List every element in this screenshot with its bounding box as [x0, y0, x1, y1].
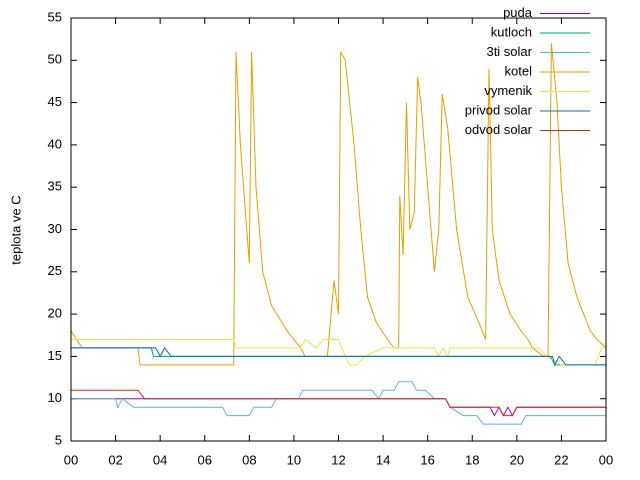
y-axis-label: teplota ve C [8, 195, 23, 264]
legend-label: kotel [505, 63, 533, 78]
x-tick-label: 02 [108, 452, 122, 467]
legend-label: odvod solar [465, 122, 533, 137]
y-tick-label: 45 [48, 94, 62, 109]
x-tick-label: 16 [420, 452, 434, 467]
y-tick-label: 20 [48, 306, 62, 321]
x-tick-label: 00 [599, 452, 613, 467]
series-line [71, 389, 606, 417]
x-tick-label: 20 [510, 452, 524, 467]
y-tick-label: 5 [55, 432, 62, 447]
x-tick-label: 10 [287, 452, 301, 467]
y-tick-label: 25 [48, 263, 62, 278]
y-tick-label: 35 [48, 179, 62, 194]
x-tick-label: 14 [376, 452, 390, 467]
legend-label: vymenik [484, 83, 532, 98]
y-tick-label: 55 [48, 9, 62, 24]
x-tick-label: 00 [64, 452, 78, 467]
x-tick-label: 06 [198, 452, 212, 467]
y-tick-label: 10 [48, 390, 62, 405]
x-tick-label: 12 [331, 452, 345, 467]
y-tick-label: 50 [48, 52, 62, 67]
plot-border [70, 17, 607, 442]
legend-label: puda [503, 5, 533, 20]
x-tick-label: 04 [153, 452, 167, 467]
legend-label: kutloch [491, 24, 532, 39]
series-line [71, 381, 606, 425]
x-tick-label: 18 [465, 452, 479, 467]
series-line [71, 346, 606, 367]
y-tick-label: 15 [48, 348, 62, 363]
y-tick-label: 40 [48, 136, 62, 151]
legend-label: privod solar [465, 102, 533, 117]
y-tick-label: 30 [48, 221, 62, 236]
x-tick-label: 22 [554, 452, 568, 467]
x-tick-label: 08 [242, 452, 256, 467]
legend-label: 3ti solar [486, 44, 532, 59]
series-line [71, 338, 606, 366]
